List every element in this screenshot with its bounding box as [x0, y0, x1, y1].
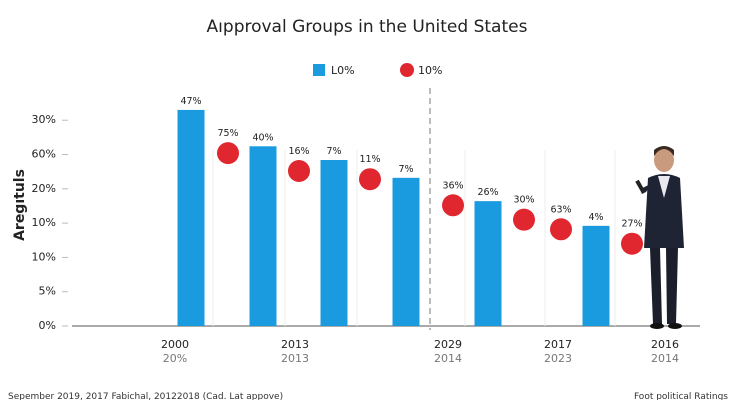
bar [177, 109, 205, 326]
x-tick-sublabel: 2014 [651, 352, 679, 365]
footer-left: Sepember 2019, 2017 Fabichal, 20122018 (… [8, 392, 283, 400]
bar [392, 177, 420, 326]
x-tick-label: 2016 [651, 338, 679, 351]
value-label: 7% [398, 164, 413, 175]
legend-swatch [313, 64, 325, 76]
value-label: 36% [442, 180, 463, 191]
presenter [635, 146, 684, 329]
x-tick-sublabel: 2013 [281, 352, 309, 365]
chart-title: Aıpproval Groups in the United States [207, 17, 528, 37]
dot [550, 218, 572, 241]
bar [320, 160, 348, 326]
legend-label: 10% [418, 64, 442, 77]
value-label: 27% [621, 219, 642, 230]
x-tick-label: 2029 [434, 338, 462, 351]
x-tick-sublabel: 2023 [544, 352, 572, 365]
x-tick-sublabel: 2014 [434, 352, 462, 365]
footer-right: Foot political Ratings [634, 392, 728, 400]
value-label: 30% [513, 195, 534, 206]
y-tick-label: 30% [32, 113, 56, 126]
value-label: 4% [588, 212, 603, 223]
bar [582, 225, 610, 326]
value-label: 26% [477, 187, 498, 198]
value-label: 7% [326, 146, 341, 157]
legend-swatch [400, 63, 414, 77]
x-tick-label: 2000 [161, 338, 189, 351]
value-label: 47% [180, 96, 201, 107]
dot [621, 232, 643, 255]
y-tick-label: 0% [39, 319, 56, 332]
y-axis-label: Aregıtuls [12, 169, 28, 241]
y-tick-label: 5% [39, 285, 56, 298]
y-tick-label: 10% [32, 216, 56, 229]
value-label: 11% [359, 154, 380, 165]
dot [288, 159, 310, 182]
dot [442, 194, 464, 217]
x-tick-label: 2013 [281, 338, 309, 351]
dot [359, 168, 381, 191]
x-tick-sublabel: 20% [163, 352, 187, 365]
value-label: 63% [550, 204, 571, 215]
value-label: 75% [217, 128, 238, 139]
x-tick-label: 2017 [544, 338, 572, 351]
value-label: 16% [288, 146, 309, 157]
y-tick-label: 20% [32, 182, 56, 195]
dot [513, 208, 535, 231]
bar [249, 146, 277, 326]
y-tick-label: 60% [32, 148, 56, 161]
legend-label: L0% [331, 64, 355, 77]
y-tick-label: 10% [32, 250, 56, 263]
bar [474, 201, 502, 326]
dot [217, 142, 239, 165]
value-label: 40% [252, 132, 273, 143]
